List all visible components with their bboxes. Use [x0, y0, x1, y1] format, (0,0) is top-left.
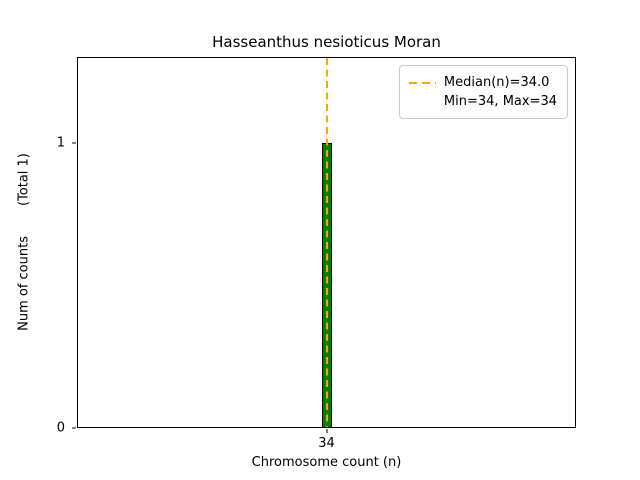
chart-title: Hasseanthus nesioticus Moran [212, 33, 441, 51]
median-line [325, 58, 328, 427]
legend-minmax-label: Min=34, Max=34 [443, 94, 557, 109]
x-axis: 34 [77, 428, 576, 458]
plot-area: Median(n)=34.0 Min=34, Max=34 [77, 57, 576, 428]
legend-row-median: Median(n)=34.0 [408, 74, 557, 91]
legend: Median(n)=34.0 Min=34, Max=34 [398, 65, 568, 119]
x-axis-label: Chromosome count (n) [251, 455, 402, 470]
empty-swatch [409, 101, 436, 103]
legend-row-minmax: Min=34, Max=34 [409, 93, 557, 110]
legend-median-label: Median(n)=34.0 [443, 75, 550, 90]
y-tick-label: 1 [56, 135, 65, 151]
x-tick-label: 34 [318, 436, 335, 451]
y-tick-mark [72, 427, 76, 429]
y-tick-mark [72, 142, 76, 144]
x-tick-mark [326, 429, 327, 433]
median-dashed-line-swatch [408, 81, 436, 84]
y-tick-label: 0 [56, 420, 65, 436]
